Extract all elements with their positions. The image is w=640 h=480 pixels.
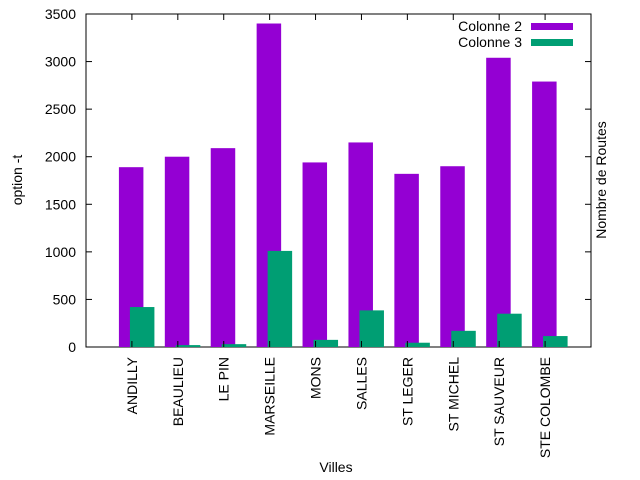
y-tick-label: 3500 xyxy=(45,6,76,22)
legend-label: Colonne 2 xyxy=(458,18,522,34)
bar-colonne-2 xyxy=(394,173,419,347)
x-tick-label: SALLES xyxy=(353,357,369,410)
y-axis-label: option -t xyxy=(9,155,25,206)
x-tick-label: ST SAUVEUR xyxy=(491,357,507,446)
bar-colonne-3 xyxy=(543,336,568,347)
y-tick-label: 2500 xyxy=(45,101,76,117)
bar-colonne-2 xyxy=(210,148,236,347)
x-tick-label: BEAULIEU xyxy=(170,357,186,426)
bar-colonne-3 xyxy=(221,344,247,347)
bar-colonne-3 xyxy=(175,345,201,347)
x-tick-label: ANDILLY xyxy=(124,356,140,414)
y-tick-label: 1000 xyxy=(45,244,76,260)
y-tick-label: 3000 xyxy=(45,54,76,70)
y-tick-label: 2000 xyxy=(45,149,76,165)
x-tick-label: STE COLOMBE xyxy=(537,357,553,458)
bar-colonne-3 xyxy=(313,339,339,347)
x-tick-label: LE PIN xyxy=(216,357,232,401)
y2-axis-label: Nombre de Routes xyxy=(593,121,609,239)
bar-colonne-2 xyxy=(532,81,557,348)
y-tick-label: 1500 xyxy=(45,196,76,212)
legend-swatch xyxy=(531,23,573,30)
x-tick-label: MONS xyxy=(308,357,324,399)
bar-colonne-3 xyxy=(451,330,476,347)
bar-colonne-2 xyxy=(440,166,465,347)
x-tick-label: ST MICHEL xyxy=(445,357,461,432)
bar-colonne-2 xyxy=(164,156,190,347)
bar-colonne-3 xyxy=(405,342,430,347)
y-axis-ticks: 0 500 1000 1500 2000 2500 3000 3500 xyxy=(45,6,591,355)
y-tick-label: 500 xyxy=(53,291,77,307)
bar-colonne-2 xyxy=(302,162,328,347)
bar-colonne-3 xyxy=(129,307,155,347)
bar-colonne-3 xyxy=(359,310,384,347)
x-axis-ticks: ANDILLY BEAULIEU LE PIN MARSEILLE MONS SALLES… xyxy=(124,14,553,458)
bar-colonne-2 xyxy=(486,57,511,347)
bars-group xyxy=(118,23,568,348)
plot-frame xyxy=(85,13,592,348)
y-tick-label: 0 xyxy=(68,339,76,355)
x-tick-label: ST LEGER xyxy=(399,357,415,426)
bar-colonne-3 xyxy=(497,313,522,347)
x-axis-label: Villes xyxy=(319,459,352,475)
x-tick-label: MARSEILLE xyxy=(262,357,278,436)
legend-swatch xyxy=(531,39,573,46)
bar-colonne-3 xyxy=(267,250,293,347)
legend-label: Colonne 3 xyxy=(458,34,522,50)
